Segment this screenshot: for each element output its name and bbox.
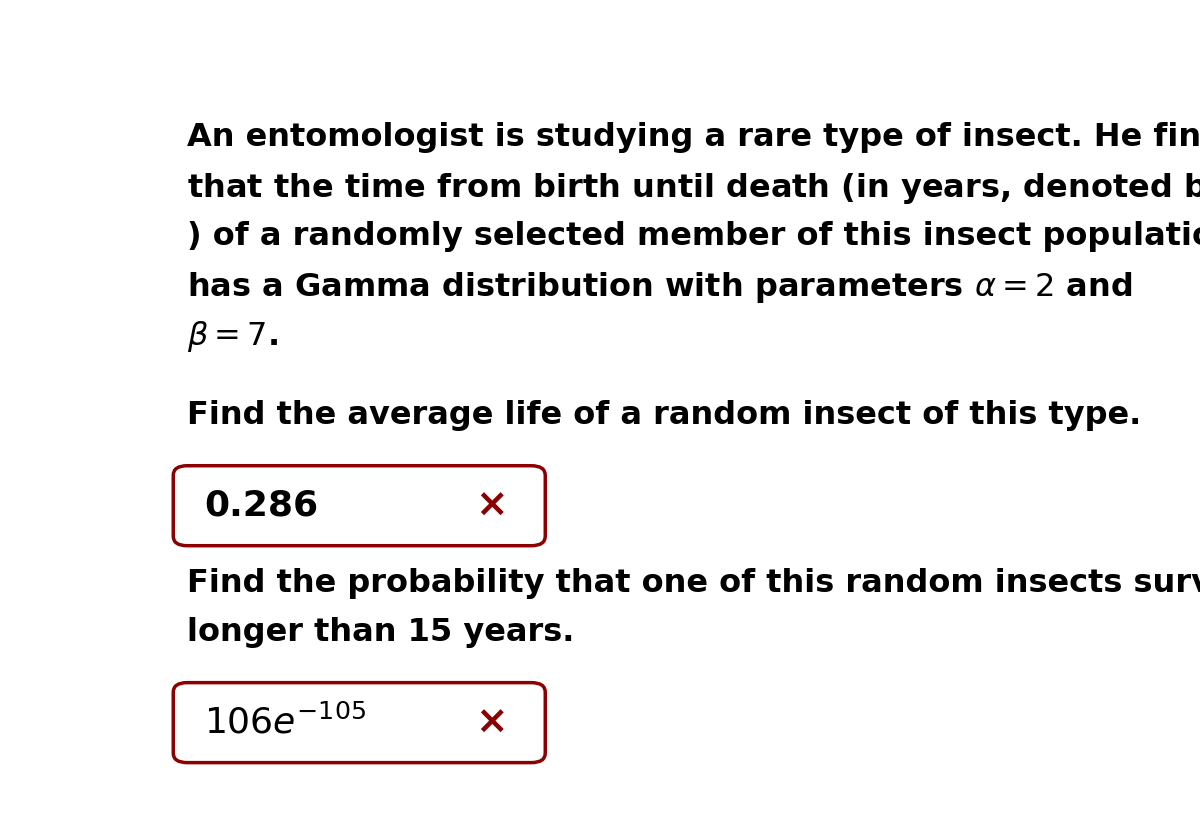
Text: 0.286: 0.286 — [204, 489, 318, 523]
Text: has a Gamma distribution with parameters $\alpha = 2$ and: has a Gamma distribution with parameters… — [187, 270, 1133, 305]
Text: ×: × — [475, 487, 508, 524]
FancyBboxPatch shape — [173, 682, 545, 763]
Text: Find the probability that one of this random insects survives: Find the probability that one of this ra… — [187, 568, 1200, 599]
Text: Find the average life of a random insect of this type.: Find the average life of a random insect… — [187, 401, 1141, 431]
Text: ) of a randomly selected member of this insect population: ) of a randomly selected member of this … — [187, 221, 1200, 252]
FancyBboxPatch shape — [173, 465, 545, 546]
Text: ×: × — [475, 704, 508, 741]
Text: that the time from birth until death (in years, denoted by $T$: that the time from birth until death (in… — [187, 171, 1200, 206]
Text: longer than 15 years.: longer than 15 years. — [187, 617, 575, 648]
Text: An entomologist is studying a rare type of insect. He finds: An entomologist is studying a rare type … — [187, 122, 1200, 153]
Text: $\beta = 7$.: $\beta = 7$. — [187, 319, 278, 354]
Text: $106e^{-105}$: $106e^{-105}$ — [204, 705, 366, 740]
